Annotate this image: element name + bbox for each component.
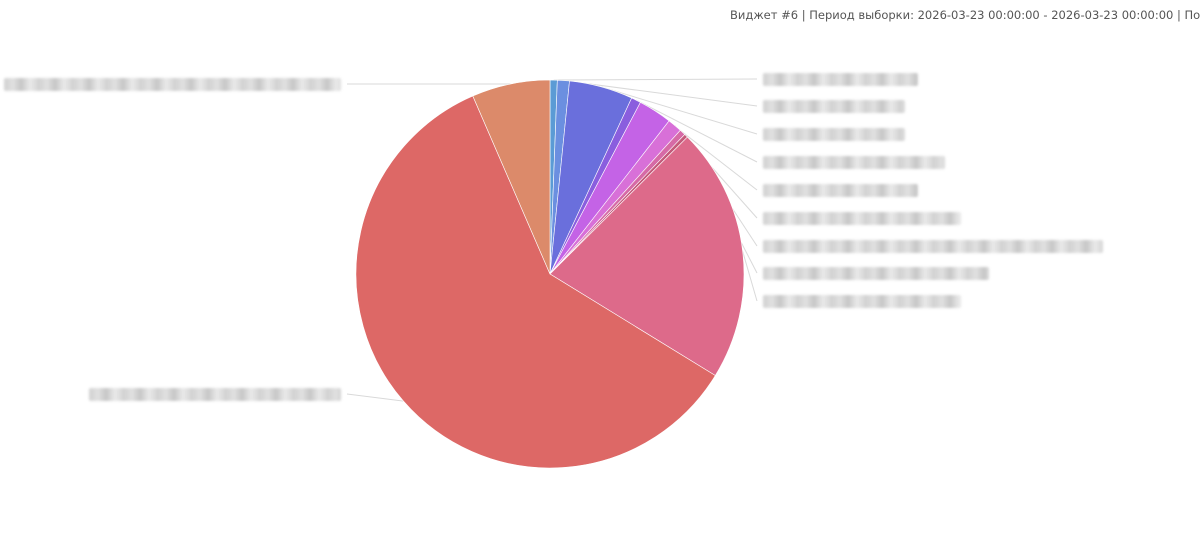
slice-label-6 (763, 212, 961, 225)
slice-label-10 (89, 388, 341, 401)
pie-slices (355, 79, 745, 469)
leader-line-10 (346, 393, 404, 402)
leader-line-4 (635, 99, 758, 163)
pie-slice-11[interactable] (472, 79, 551, 275)
widget-info-header: Виджет #6 | Период выборки: 2026-03-23 0… (730, 8, 1200, 22)
slice-label-7 (763, 240, 1103, 253)
slice-label-2 (763, 100, 905, 113)
slice-label-11 (4, 78, 341, 91)
leader-line-9 (742, 251, 758, 302)
slice-label-5 (763, 184, 918, 197)
slice-label-4 (763, 156, 945, 169)
slice-label-8 (763, 267, 989, 280)
slice-label-3 (763, 128, 905, 141)
pie-slice-9[interactable] (549, 136, 745, 376)
slice-label-1 (763, 73, 918, 86)
leader-line-3 (601, 86, 758, 135)
slice-label-9 (763, 295, 961, 308)
leader-line-2 (563, 80, 758, 107)
leader-lines (346, 78, 758, 402)
leader-line-1 (553, 78, 758, 81)
pie-slice-10[interactable] (355, 95, 716, 469)
